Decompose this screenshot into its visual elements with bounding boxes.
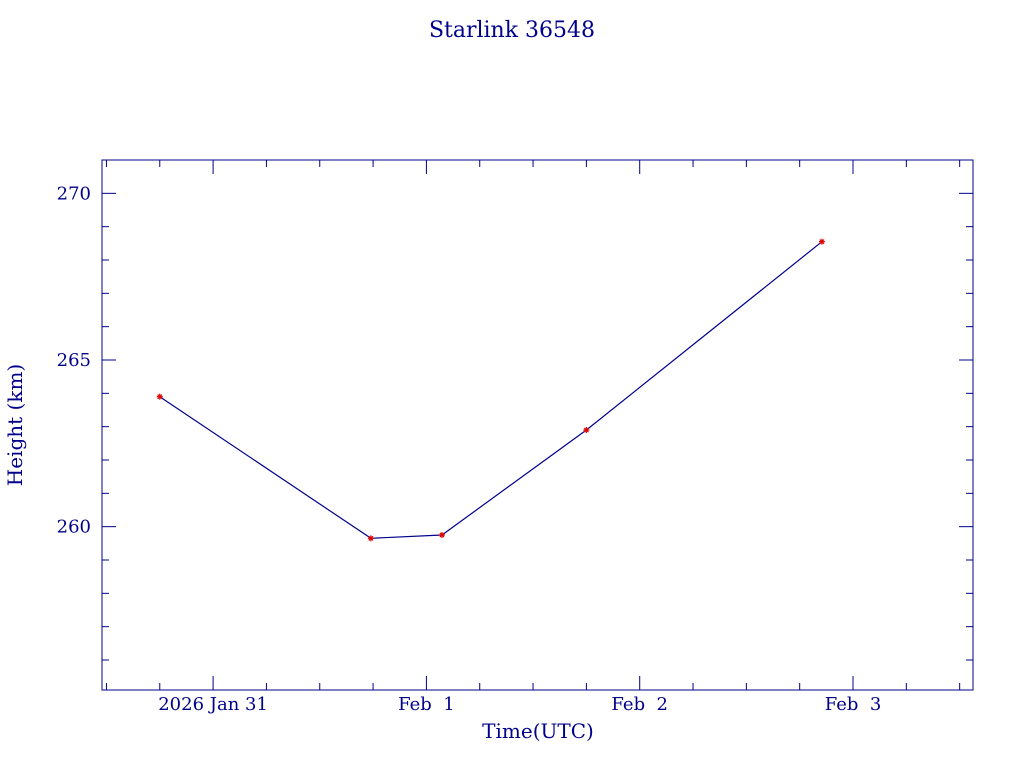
data-point-marker (818, 238, 825, 245)
y-axis-label: Height (km) (3, 364, 27, 486)
x-tick-label: 2026 Jan 31 (158, 694, 268, 715)
y-tick-label: 270 (57, 183, 91, 204)
ticks: 260 265 270 2026 Jan 31 Feb 1 Feb 2 Feb 3 (57, 159, 973, 715)
series-line (159, 241, 823, 539)
y-tick-label: 260 (57, 517, 91, 538)
x-tick-label: Feb 3 (825, 694, 882, 715)
x-axis-label: Time(UTC) (482, 719, 594, 743)
data-point-marker (156, 393, 163, 400)
plot-frame (101, 159, 974, 691)
chart-title: Starlink 36548 (429, 18, 595, 43)
data-point-marker (583, 427, 590, 433)
axes (101, 159, 974, 691)
data-point-marker (367, 535, 374, 542)
series (156, 238, 825, 542)
data-point-marker (438, 532, 445, 538)
x-tick-label: Feb 1 (398, 694, 455, 715)
y-tick-label: 265 (57, 350, 91, 371)
x-tick-label: Feb 2 (611, 694, 668, 715)
